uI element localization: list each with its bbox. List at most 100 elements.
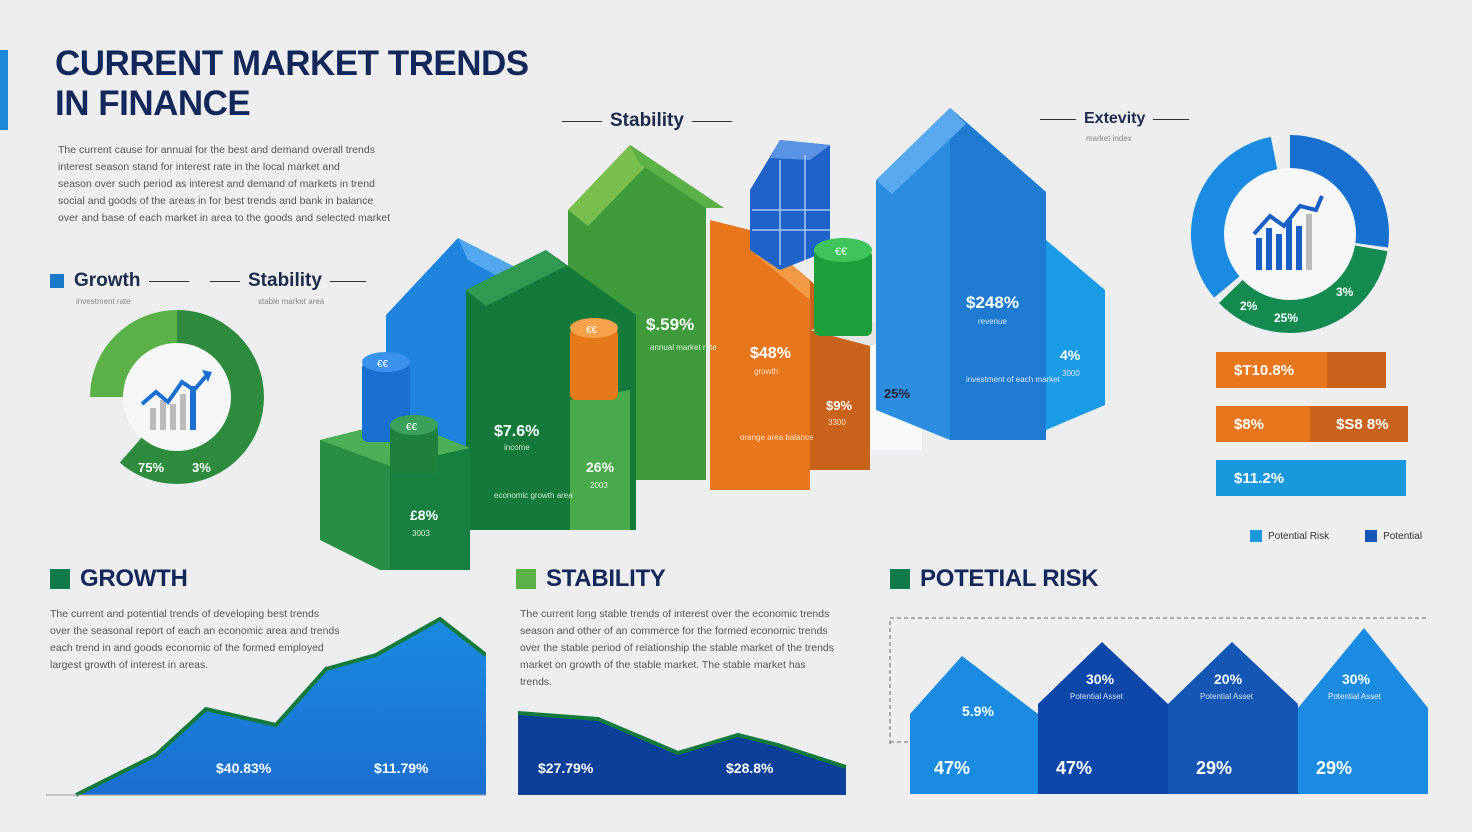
green-coin-stack-big: €€ (814, 238, 872, 336)
intro-text: The current cause for annual for the bes… (58, 142, 390, 227)
stability-value-a: $27.79% (538, 760, 594, 776)
orange-value: $48% (750, 345, 791, 362)
risk-peaks-chart: 5.9% 47% 30% Potential Asset 47% 20% Pot… (889, 617, 1428, 794)
risk-peak-4-top: 30% (1342, 671, 1371, 687)
risk-peak-2-bottom: 47% (1056, 758, 1092, 778)
growth-text: The current and potential trends of deve… (50, 608, 340, 671)
market-blocks-infographic: €€ €€ €€ €€ £8% 3003 $7.6% income econom… (320, 108, 1105, 570)
svg-text:revenue: revenue (978, 317, 1007, 326)
svg-text:Potential Asset: Potential Asset (1328, 692, 1382, 701)
orange-coin-stack: €€ (570, 318, 618, 400)
blue-small-value: 4% (1060, 347, 1081, 363)
risk-section-title: POTETIAL RISK (890, 565, 1099, 593)
svg-text:€€: €€ (377, 359, 389, 370)
risk-peak-2 (1038, 642, 1168, 794)
extensity-sublabel: market index (1086, 134, 1132, 143)
bar-row-2: $8% $S8 8% (1216, 406, 1408, 442)
bar-row-1: $T10.8% (1216, 352, 1386, 388)
title-line-2: IN FINANCE (55, 84, 251, 123)
trend-chart-icon (140, 370, 212, 430)
svg-text:2003: 2003 (590, 481, 608, 490)
risk-peak-4 (1298, 628, 1428, 794)
green-small-block (570, 390, 630, 530)
risk-peak-1-bottom: 47% (934, 758, 970, 778)
stability-text: The current long stable trends of intere… (520, 608, 835, 688)
svg-text:economic growth area: economic growth area (494, 491, 573, 500)
right-donut-label-b: 25% (1274, 311, 1298, 325)
green-mid-value: $7.6% (494, 423, 539, 440)
stability-section-square-icon (516, 569, 536, 589)
svg-text:3003: 3003 (412, 529, 430, 538)
svg-text:€€: €€ (835, 246, 847, 258)
green-coin-stack-small: €€ (390, 415, 438, 475)
legend: Potential Risk Potential (1250, 530, 1422, 542)
orange-small-value: $9% (826, 398, 852, 413)
growth-donut-chart: 75% 3% (90, 310, 264, 484)
green-small-value: 26% (586, 459, 615, 475)
growth-value-b: $11.79% (374, 760, 429, 776)
blue-tall-block (876, 108, 1105, 440)
intro-line: season over such period as interest and … (58, 178, 375, 190)
growth-label: Growth (50, 270, 189, 292)
blue-tall-value: $248% (966, 293, 1019, 312)
page-title: CURRENT MARKET TRENDS IN FINANCE (55, 44, 529, 124)
stability-line (518, 711, 847, 769)
stability-value-b: $28.8% (726, 760, 774, 776)
bar-row-3: $11.2% (1216, 460, 1406, 496)
risk-peak-3-bottom: 29% (1196, 758, 1232, 778)
svg-text:3300: 3300 (828, 418, 846, 427)
stability-area-chart: $27.79% $28.8% (518, 711, 847, 795)
donut-segment-blue (1191, 135, 1389, 333)
donut-label-a: 75% (138, 460, 164, 475)
stability-label-top: Stability (562, 110, 732, 132)
svg-text:income: income (504, 443, 530, 452)
risk-peak-3 (1168, 642, 1298, 794)
intro-line: social and goods of the areas in for bes… (58, 195, 374, 207)
extensity-donut-chart: 2% 25% 3% (1191, 135, 1389, 333)
risk-peak-3-top: 20% (1214, 671, 1243, 687)
stability-sublabel: stable market area (258, 297, 325, 306)
right-bars: $T10.8% $8% $S8 8% $11.2% (1216, 352, 1408, 496)
svg-text:€€: €€ (406, 422, 418, 433)
accent-bar (0, 50, 8, 130)
growth-sublabel: investment rate (76, 297, 131, 306)
bar-trend-icon (1252, 195, 1324, 270)
svg-text:orange area balance: orange area balance (740, 433, 814, 442)
donut-segment-dark-blue (1191, 135, 1389, 333)
svg-text:Potential Asset: Potential Asset (1070, 692, 1124, 701)
title-line-1: CURRENT MARKET TRENDS (55, 44, 529, 83)
intro-line: The current cause for annual for the bes… (58, 144, 375, 156)
growth-section-square-icon (50, 569, 70, 589)
legend-swatch-risk (1250, 530, 1262, 542)
stability-area (518, 713, 846, 795)
donut-segment-green (90, 310, 264, 484)
right-donut-label-a: 2% (1240, 299, 1258, 313)
svg-text:annual market rate: annual market rate (650, 343, 717, 352)
risk-peak-2-top: 30% (1086, 671, 1115, 687)
stability-section-title: STABILITY (516, 565, 666, 593)
blue-tower-icon (750, 140, 830, 270)
risk-peak-1 (910, 656, 1038, 794)
green-low-value: £8% (410, 507, 439, 523)
donut-label-b: 3% (192, 460, 211, 475)
stability-label-left: Stability (210, 270, 366, 292)
legend-swatch-potential (1365, 530, 1378, 542)
growth-area (76, 619, 486, 795)
intro-line: over and base of each market in area to … (58, 212, 391, 224)
growth-value-a: $40.83% (216, 760, 272, 776)
svg-text:Potential Asset: Potential Asset (1200, 692, 1254, 701)
svg-text:investment of each market: investment of each market (966, 375, 1061, 384)
white-value: 25% (884, 386, 910, 401)
right-donut-label-c: 3% (1336, 285, 1354, 299)
growth-section-title: GROWTH (50, 565, 188, 593)
risk-peak-4-bottom: 29% (1316, 758, 1352, 778)
svg-text:3000: 3000 (1062, 369, 1080, 378)
risk-section-square-icon (890, 569, 910, 589)
risk-peak-1-top: 5.9% (962, 703, 994, 719)
intro-line: interest season stand for interest rate … (58, 161, 340, 173)
extensity-label: Extevity (1040, 110, 1190, 128)
svg-text:€€: €€ (586, 325, 598, 336)
growth-square-icon (50, 274, 64, 288)
svg-text:growth: growth (754, 367, 778, 376)
green-tall-value: $.59% (646, 315, 694, 334)
